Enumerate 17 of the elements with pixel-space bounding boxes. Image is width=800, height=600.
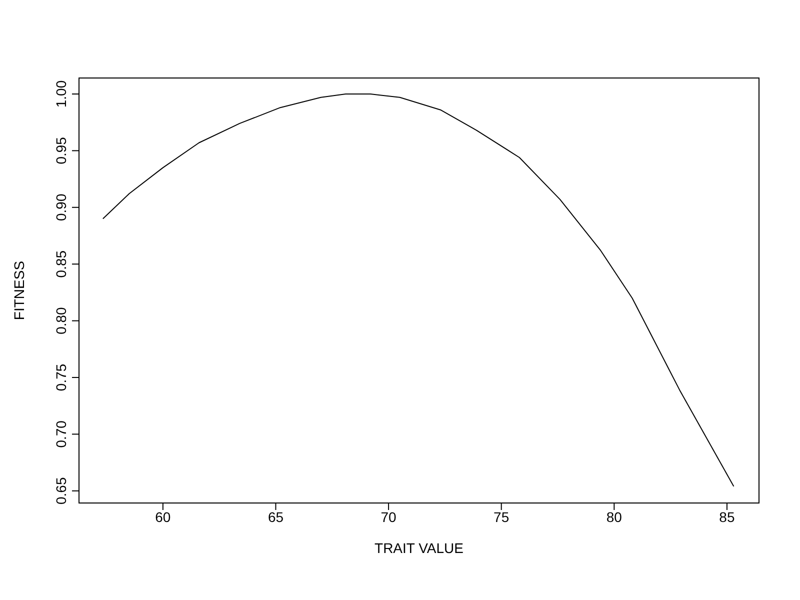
y-tick-label: 0.80 bbox=[53, 306, 69, 334]
x-tick-label: 80 bbox=[606, 508, 622, 525]
y-tick-label: 0.95 bbox=[53, 136, 69, 164]
x-axis-title: TRAIT VALUE bbox=[374, 540, 464, 556]
y-tick-label: 0.65 bbox=[53, 477, 69, 504]
y-tick-label: 1.00 bbox=[53, 80, 69, 108]
y-tick-label: 0.70 bbox=[53, 420, 69, 448]
x-tick-label: 70 bbox=[380, 508, 397, 525]
y-axis-title: FITNESS bbox=[10, 260, 27, 320]
y-tick-label: 0.75 bbox=[53, 364, 69, 392]
y-tick-label: 0.90 bbox=[53, 194, 69, 222]
line-series bbox=[102, 93, 734, 487]
y-tick-label: 0.85 bbox=[53, 250, 69, 278]
x-tick-label: 65 bbox=[268, 508, 284, 525]
x-tick-label: 75 bbox=[494, 508, 510, 525]
x-tick-label: 60 bbox=[155, 508, 171, 525]
x-tick-label: 85 bbox=[719, 508, 735, 525]
